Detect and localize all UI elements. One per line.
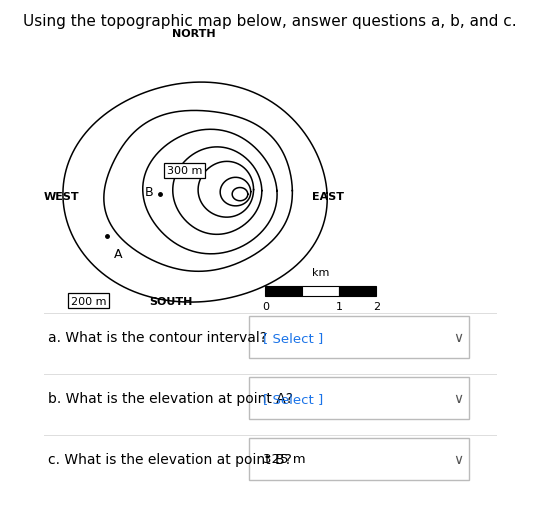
Text: 200 m: 200 m xyxy=(71,296,106,306)
Text: SOUTH: SOUTH xyxy=(149,296,192,306)
FancyBboxPatch shape xyxy=(249,438,469,480)
Text: c. What is the elevation at point B?: c. What is the elevation at point B? xyxy=(48,452,292,466)
Text: 0: 0 xyxy=(262,301,269,311)
Text: ∨: ∨ xyxy=(454,452,464,466)
Text: 1: 1 xyxy=(336,301,343,311)
Text: [ Select ]: [ Select ] xyxy=(263,331,323,344)
Text: b. What is the elevation at point A?: b. What is the elevation at point A? xyxy=(48,391,293,405)
Text: WEST: WEST xyxy=(43,191,79,201)
Text: A: A xyxy=(114,248,123,261)
Text: ∨: ∨ xyxy=(454,330,464,345)
Text: a. What is the contour interval?: a. What is the contour interval? xyxy=(48,330,267,345)
Text: NORTH: NORTH xyxy=(172,30,215,39)
Text: Using the topographic map below, answer questions a, b, and c.: Using the topographic map below, answer … xyxy=(23,14,517,29)
Bar xyxy=(339,287,376,296)
Text: B: B xyxy=(145,186,153,199)
Text: 2: 2 xyxy=(373,301,380,311)
Text: EAST: EAST xyxy=(312,191,344,201)
Text: [ Select ]: [ Select ] xyxy=(263,392,323,405)
Text: ∨: ∨ xyxy=(454,391,464,405)
Bar xyxy=(265,287,302,296)
FancyBboxPatch shape xyxy=(249,317,469,358)
Bar xyxy=(302,287,339,296)
Text: 300 m: 300 m xyxy=(167,166,202,176)
Text: km: km xyxy=(312,268,329,278)
FancyBboxPatch shape xyxy=(249,378,469,419)
Text: 325 m: 325 m xyxy=(263,453,306,466)
